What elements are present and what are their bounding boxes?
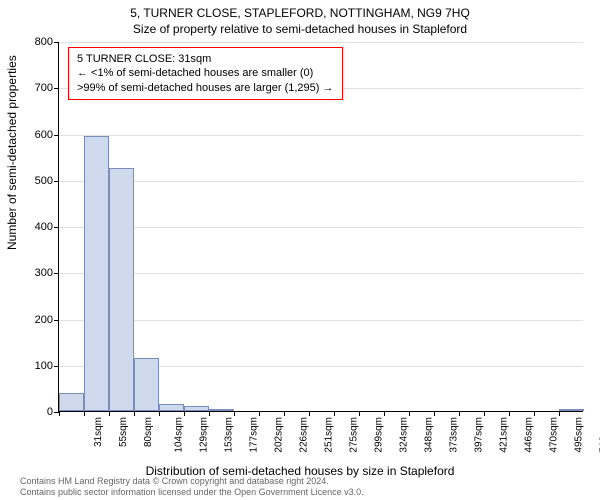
y-tick-label: 700 [35,82,53,94]
x-tick-mark [184,411,185,416]
x-tick-mark [534,411,535,416]
gridline [59,227,583,228]
y-tick-mark [54,42,59,43]
x-tick-label: 421sqm [499,417,510,453]
histogram-bar [184,406,209,411]
x-tick-label: 495sqm [574,417,585,453]
x-tick-mark [559,411,560,416]
x-tick-mark [484,411,485,416]
x-tick-label: 275sqm [349,417,360,453]
x-tick-label: 177sqm [249,417,260,453]
y-tick-mark [54,88,59,89]
y-tick-label: 200 [35,314,53,326]
x-tick-label: 80sqm [143,417,154,447]
x-tick-mark [459,411,460,416]
x-tick-label: 446sqm [524,417,535,453]
info-line-1: 5 TURNER CLOSE: 31sqm [77,52,334,66]
x-tick-label: 373sqm [449,417,460,453]
histogram-bar [209,409,234,411]
x-tick-label: 470sqm [549,417,560,453]
info-annotation-box: 5 TURNER CLOSE: 31sqm ← <1% of semi-deta… [68,47,343,100]
x-tick-label: 324sqm [399,417,410,453]
x-tick-mark [409,411,410,416]
footer-line-2: Contains public sector information licen… [20,487,364,498]
y-tick-label: 400 [35,221,53,233]
info-line-3: >99% of semi-detached houses are larger … [77,81,334,95]
histogram-bar [109,168,134,411]
x-tick-label: 251sqm [324,417,335,453]
x-tick-mark [509,411,510,416]
x-tick-mark [309,411,310,416]
x-tick-mark [434,411,435,416]
y-tick-label: 800 [35,36,53,48]
x-tick-label: 348sqm [424,417,435,453]
x-tick-label: 299sqm [374,417,385,453]
x-tick-label: 397sqm [474,417,485,453]
gridline [59,135,583,136]
y-tick-label: 600 [35,129,53,141]
gridline [59,320,583,321]
histogram-bar [59,393,84,412]
y-tick-mark [54,273,59,274]
x-tick-mark [284,411,285,416]
x-tick-mark [259,411,260,416]
x-tick-label: 153sqm [224,417,235,453]
x-tick-label: 129sqm [199,417,210,453]
footer-attribution: Contains HM Land Registry data © Crown c… [20,476,364,498]
x-tick-mark [209,411,210,416]
gridline [59,273,583,274]
y-tick-mark [54,366,59,367]
x-tick-label: 202sqm [274,417,285,453]
x-tick-label: 55sqm [118,417,129,447]
page-subtitle: Size of property relative to semi-detach… [0,20,600,36]
y-tick-mark [54,181,59,182]
y-tick-label: 100 [35,360,53,372]
x-tick-mark [334,411,335,416]
x-tick-mark [134,411,135,416]
y-axis-label: Number of semi-detached properties [5,55,19,250]
x-tick-label: 104sqm [174,417,185,453]
x-tick-mark [109,411,110,416]
histogram-bar [159,404,184,411]
x-tick-mark [59,411,60,416]
gridline [59,42,583,43]
x-tick-mark [384,411,385,416]
y-tick-label: 300 [35,267,53,279]
x-tick-label: 31sqm [93,417,104,447]
info-line-2: ← <1% of semi-detached houses are smalle… [77,66,334,80]
y-tick-label: 500 [35,175,53,187]
y-tick-label: 0 [47,406,53,418]
y-tick-mark [54,135,59,136]
histogram-bar [134,358,159,411]
footer-line-1: Contains HM Land Registry data © Crown c… [20,476,364,487]
x-tick-mark [359,411,360,416]
histogram-bar [559,409,584,411]
x-tick-mark [84,411,85,416]
x-tick-label: 226sqm [299,417,310,453]
x-tick-mark [234,411,235,416]
page-title: 5, TURNER CLOSE, STAPLEFORD, NOTTINGHAM,… [0,0,600,20]
y-tick-mark [54,227,59,228]
y-tick-mark [54,320,59,321]
histogram-chart: 010020030040050060070080031sqm55sqm80sqm… [58,42,583,412]
histogram-bar [84,136,109,411]
gridline [59,181,583,182]
x-tick-mark [159,411,160,416]
